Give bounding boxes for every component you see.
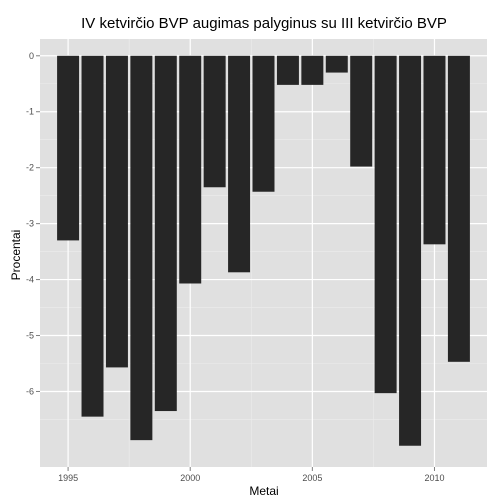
- y-tick-label: -4: [26, 275, 34, 285]
- bar-1996: [81, 55, 104, 417]
- y-tick-label: -6: [26, 386, 34, 396]
- bar-2007: [350, 55, 373, 167]
- y-axis-label: Procentai: [9, 230, 23, 281]
- bar-2004: [276, 55, 299, 85]
- bar-1997: [105, 55, 128, 368]
- bar-2000: [179, 55, 202, 284]
- bar-1999: [154, 55, 177, 412]
- bar-2002: [228, 55, 251, 273]
- bar-2008: [374, 55, 397, 394]
- bar-2009: [399, 55, 422, 446]
- bar-2006: [325, 55, 348, 73]
- bars: [57, 55, 470, 446]
- bar-2010: [423, 55, 446, 245]
- bar-1995: [57, 55, 80, 241]
- x-axis-ticks: 1995 2000 2005 2010: [58, 467, 444, 483]
- bar-2011: [447, 55, 470, 362]
- x-tick-label: 2000: [180, 473, 200, 483]
- y-tick-label: 0: [29, 51, 34, 61]
- x-axis-label: Metai: [249, 484, 278, 498]
- x-tick-label: 1995: [58, 473, 78, 483]
- y-tick-label: -5: [26, 331, 34, 341]
- x-tick-label: 2010: [424, 473, 444, 483]
- x-tick-label: 2005: [302, 473, 322, 483]
- y-tick-label: -2: [26, 163, 34, 173]
- bar-2001: [203, 55, 226, 188]
- y-tick-label: -1: [26, 107, 34, 117]
- y-axis-ticks: 0 -1 -2 -3 -4 -5 -6: [26, 51, 40, 396]
- bar-2003: [252, 55, 275, 192]
- chart-title: IV ketvirčio BVP augimas palyginus su II…: [81, 15, 447, 32]
- bar-2005: [301, 55, 324, 85]
- bar-1998: [130, 55, 153, 441]
- y-tick-label: -3: [26, 219, 34, 229]
